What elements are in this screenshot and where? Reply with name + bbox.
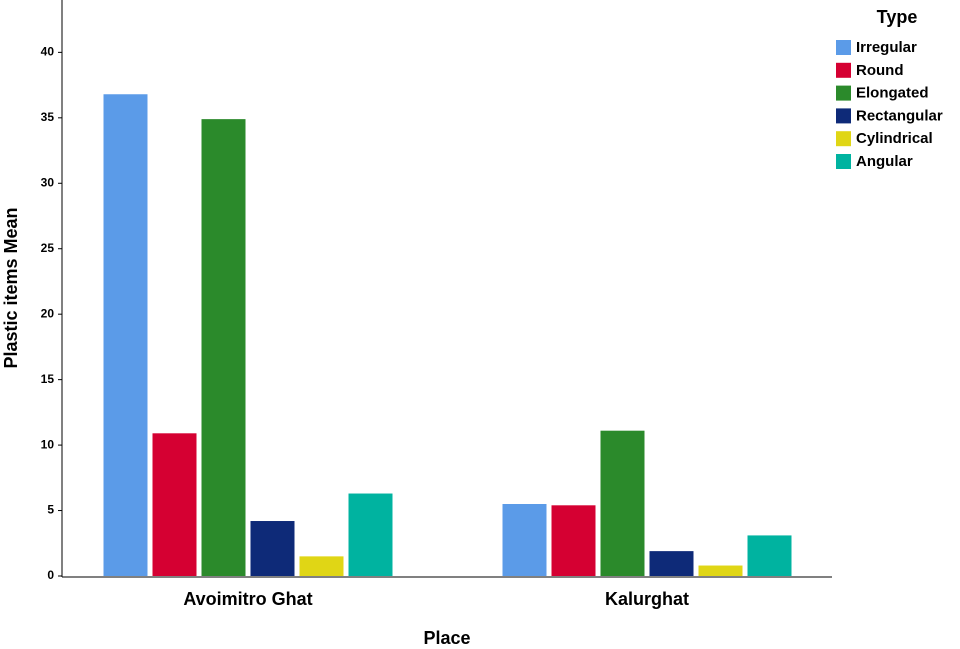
bar [649, 551, 694, 576]
bar [551, 505, 596, 576]
bar [152, 433, 197, 576]
bar [299, 556, 344, 576]
y-tick-label: 0 [47, 568, 54, 582]
legend-label: Irregular [856, 39, 917, 56]
x-axis-title: Place [423, 628, 470, 648]
legend-swatch [836, 108, 851, 124]
y-tick-label: 15 [41, 372, 55, 386]
y-tick-label: 20 [41, 306, 55, 320]
legend-swatch [836, 131, 851, 147]
legend-swatch [836, 62, 851, 78]
x-tick-label: Avoimitro Ghat [183, 589, 312, 609]
legend-label: Elongated [856, 85, 929, 102]
y-axis-title: Plastic items Mean [1, 207, 21, 368]
y-tick-label: 25 [41, 241, 55, 255]
bar [348, 493, 393, 576]
bar [502, 504, 547, 576]
legend-label: Round [856, 62, 903, 79]
bar [747, 535, 792, 576]
y-tick-label: 30 [41, 175, 55, 189]
legend-swatch [836, 85, 851, 101]
y-tick-label: 35 [41, 110, 55, 124]
y-tick-label: 40 [41, 45, 55, 59]
bar [698, 565, 743, 576]
bar [600, 430, 645, 576]
legend-title: Type [877, 7, 918, 27]
legend-swatch [836, 154, 851, 169]
y-tick-label: 5 [47, 503, 54, 517]
legend-label: Cylindrical [856, 130, 933, 147]
legend-swatch [836, 40, 851, 55]
bar [103, 94, 148, 576]
x-tick-label: Kalurghat [605, 589, 689, 609]
bar [250, 521, 295, 576]
legend-label: Angular [856, 153, 913, 170]
legend-label: Rectangular [856, 107, 943, 124]
bar [201, 119, 246, 577]
y-tick-label: 10 [41, 437, 55, 451]
